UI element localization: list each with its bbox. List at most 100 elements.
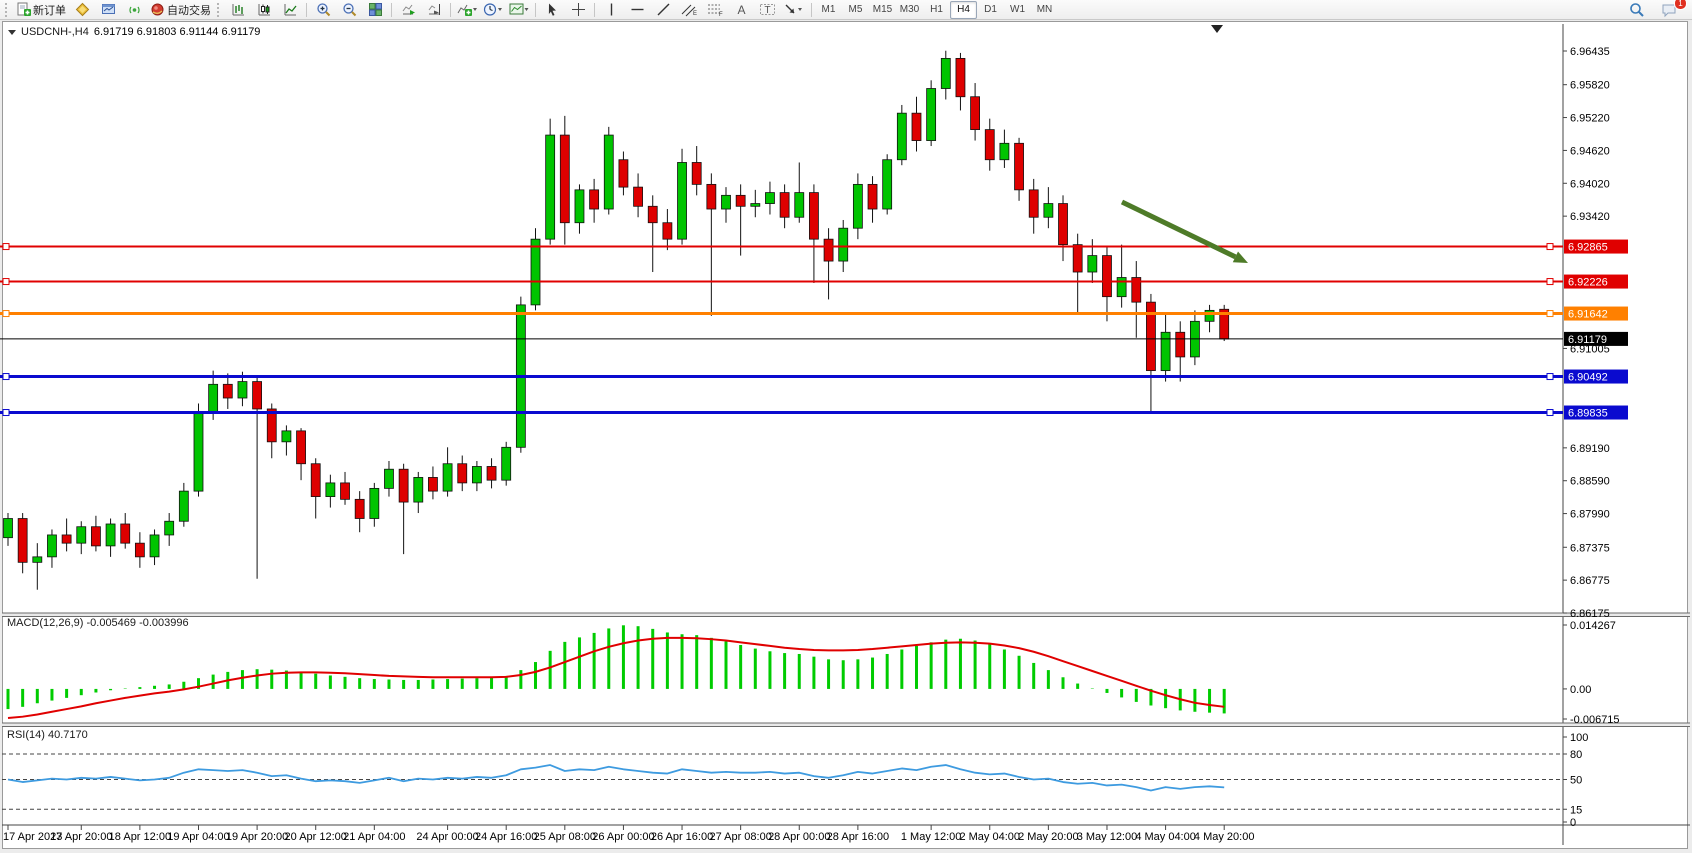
macd-label: MACD(12,26,9) [7,617,84,629]
zoom-in-icon [316,3,330,17]
auto-scroll-button[interactable] [395,0,421,20]
group-grip [217,2,222,17]
new-order-icon [17,2,31,16]
bar-chart-icon [232,4,244,16]
equidistant-channel-icon: E [681,4,697,17]
symbol-header: USDCNH-,H4 6.91719 6.91803 6.91144 6.911… [8,26,260,38]
trendline-button[interactable] [650,0,676,20]
cursor-button[interactable] [539,0,565,20]
main-toolbar: 新订单 自动交易 [0,0,1692,20]
hline-6.92865[interactable]: 6.92865 [0,239,1628,254]
chart-shift-button[interactable] [421,0,447,20]
separator [391,2,392,17]
tab-h4[interactable]: H4 [950,0,977,19]
chat-button[interactable]: 1 [1656,0,1687,20]
price-label-text: 6.89835 [1568,408,1608,420]
svg-text:A: A [737,3,745,17]
template-icon [509,3,529,15]
tab-m15[interactable]: M15 [872,4,893,15]
candle-chart-icon [258,4,270,16]
symbol-dropdown-icon[interactable] [8,29,16,35]
rsi-label: RSI(14) [7,729,45,741]
zoom-in-button[interactable] [310,0,336,20]
search-icon [1630,2,1644,17]
price-label-text: 6.92865 [1568,242,1608,254]
indicators-button[interactable] [454,0,480,20]
price-label-bg [1564,405,1628,420]
chat-badge: 1 [1674,0,1687,10]
price-label-bg [1564,239,1628,254]
profiles-button[interactable] [69,0,95,20]
tile-windows-button[interactable] [362,0,388,20]
tab-d1[interactable]: D1 [984,4,997,15]
line-handle [1546,409,1554,417]
new-order-button[interactable]: 新订单 [13,0,69,20]
line-handle [1546,278,1554,286]
line-handle [2,409,10,417]
arrows-icon [785,4,802,14]
vertical-line-button[interactable] [598,0,624,20]
horizontal-line-button[interactable] [624,0,650,20]
toolbar-grip [5,2,10,17]
chart-shift-icon [428,4,440,15]
new-order-label: 新订单 [33,4,66,17]
line-handle [2,243,10,251]
tab-mn[interactable]: MN [1036,4,1053,15]
arrows-button[interactable] [780,0,808,20]
text-button[interactable]: A [728,0,754,20]
hline-6.92226[interactable]: 6.92226 [0,274,1628,289]
bar-chart-button[interactable] [225,0,251,20]
candle-chart-button[interactable] [251,0,277,20]
fibonacci-button[interactable]: F [702,0,728,20]
separator [306,2,307,17]
line-handle [1546,373,1554,381]
tab-w1[interactable]: W1 [1010,4,1025,15]
hline-6.89835[interactable]: 6.89835 [0,405,1628,420]
fibonacci-icon: F [707,4,723,17]
price-label-bg [1564,369,1628,384]
trendline-icon [657,3,669,16]
symbol-quote: 6.91719 6.91803 6.91144 6.91179 [93,26,261,38]
trend-arrow[interactable] [1120,199,1248,263]
tab-m5[interactable]: M5 [848,4,863,15]
crosshair-icon [571,3,585,16]
channel-button[interactable]: E [676,0,702,20]
signals-button[interactable] [121,0,147,20]
tab-m30[interactable]: M30 [899,4,920,15]
terminal-button[interactable] [95,0,121,20]
auto-scroll-icon [402,4,415,15]
line-handle [2,373,10,381]
tab-h1[interactable]: H1 [930,4,943,15]
tile-windows-icon [368,3,382,16]
separator [450,2,451,17]
line-chart-button[interactable] [277,0,303,20]
periods-button[interactable] [480,0,506,20]
text-label-button[interactable]: T [754,0,780,20]
terminal-window-icon [101,4,115,14]
tab-m1[interactable]: M1 [821,4,836,15]
price-label-bg [1564,274,1628,289]
zoom-out-button[interactable] [336,0,362,20]
symbol-title: USDCNH-,H4 [21,26,89,38]
hline-6.90492[interactable]: 6.90492 [0,369,1628,384]
hline-6.91642[interactable]: 6.91642 [0,306,1628,321]
price-label-text: 6.92226 [1568,277,1608,289]
separator [811,2,812,17]
line-handle [2,310,10,318]
autotrading-label: 自动交易 [167,4,211,17]
macd-value-main: -0.005469 [86,617,137,629]
separator [594,2,595,17]
gold-profile-icon [75,2,89,17]
price-label-text: 6.90492 [1568,372,1608,384]
autotrading-button[interactable]: 自动交易 [147,0,214,20]
line-handle [1546,243,1554,251]
text-label-icon: T [759,4,775,16]
macd-value-signal: -0.003996 [139,617,189,629]
search-button[interactable] [1624,0,1650,20]
macd-header: MACD(12,26,9) -0.005469 -0.003996 [7,617,189,629]
line-handle [2,278,10,286]
signal-waves-icon [128,6,140,14]
templates-button[interactable] [506,0,532,20]
crosshair-button[interactable] [565,0,591,20]
indicators-icon [457,4,477,16]
